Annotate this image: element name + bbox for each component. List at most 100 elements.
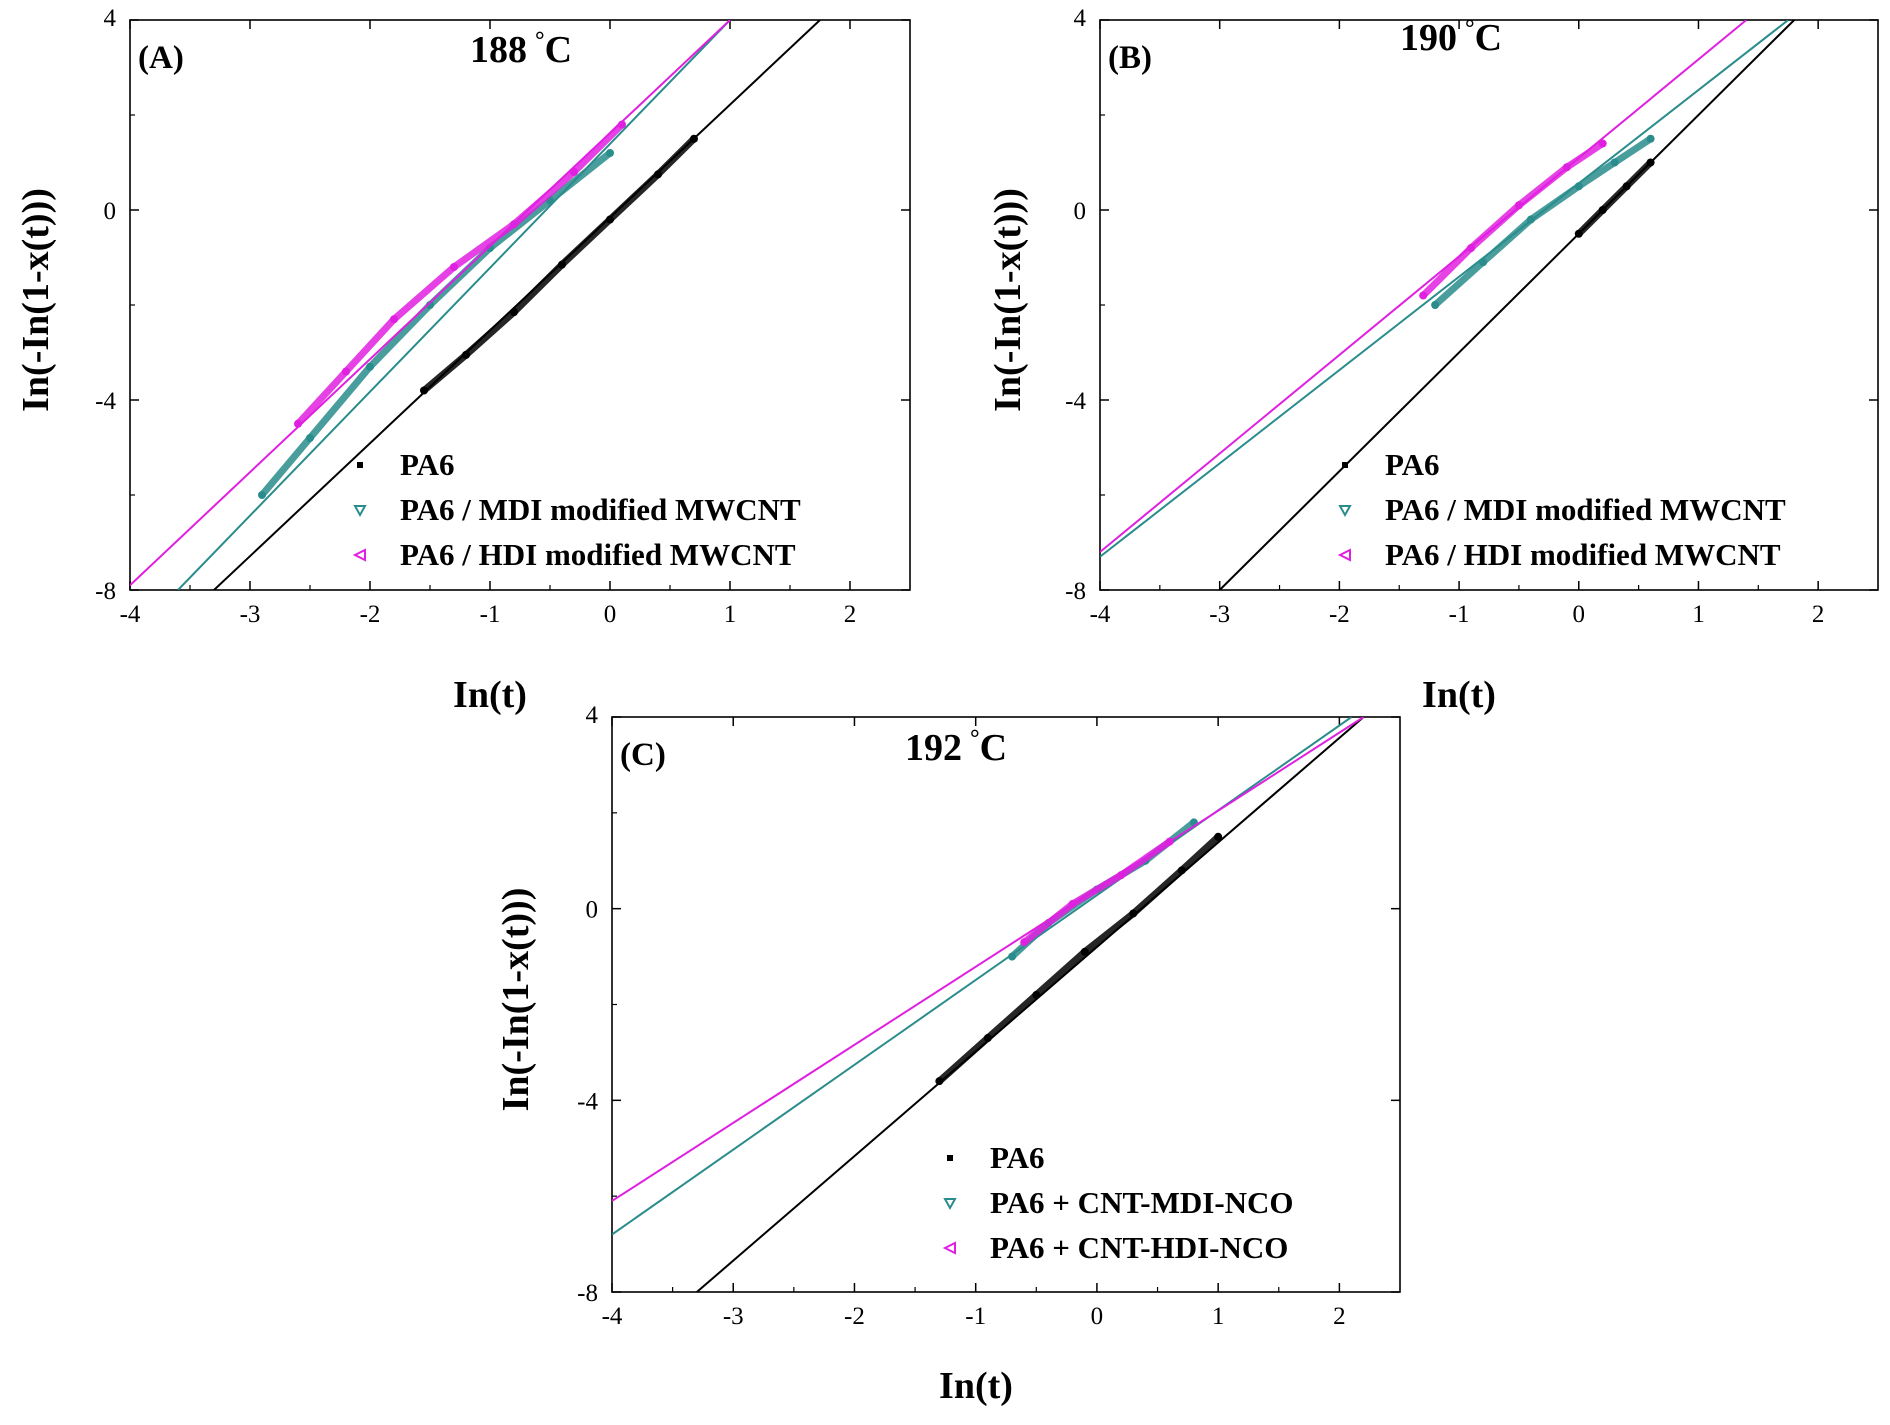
data-point (1177, 866, 1186, 875)
data-layer (612, 717, 1365, 1292)
y-tick-label: -8 (1065, 578, 1086, 605)
x-tick-label: -2 (360, 601, 381, 628)
series-2 (1100, 20, 1747, 553)
x-tick-label: -2 (1329, 601, 1350, 628)
y-axis-title: In(-In(1-x(t))) (495, 888, 537, 1112)
data-point (342, 367, 350, 376)
legend-marker (1337, 548, 1351, 562)
series-0 (696, 717, 1365, 1292)
panel-label: (B) (1108, 40, 1152, 76)
x-tick-label: 0 (604, 601, 617, 628)
legend-marker (943, 1198, 957, 1211)
data-point (1117, 871, 1126, 880)
x-axis-title: In(t) (453, 674, 527, 716)
data-point (258, 491, 266, 499)
data-point (1646, 134, 1655, 143)
data-band (935, 833, 1222, 1085)
data-point (462, 350, 470, 359)
y-tick-label: 0 (104, 198, 117, 225)
legend-label: PA6 + CNT-MDI-NCO (990, 1185, 1294, 1220)
data-point (1526, 215, 1535, 224)
data-point (1467, 244, 1476, 252)
x-tick-label: -1 (965, 1303, 986, 1330)
legend-label: PA6 / MDI modified MWCNT (400, 492, 801, 527)
degree-sign: ° (970, 726, 980, 752)
panel-label: (C) (620, 737, 666, 773)
fit-line (1218, 20, 1795, 590)
legend-marker (942, 1241, 956, 1255)
y-tick-label: 4 (1074, 5, 1087, 32)
fit-line (612, 717, 1365, 1202)
data-band (1431, 135, 1655, 309)
y-tick-label: -4 (577, 1088, 598, 1115)
x-tick-label: -3 (1209, 601, 1230, 628)
y-tick-label: -4 (1065, 388, 1086, 415)
temperature-unit: C (1475, 17, 1502, 59)
panel-label: (A) (138, 40, 184, 76)
legend-marker (352, 548, 366, 562)
temperature-title: 190 °C (1400, 16, 1502, 59)
x-tick-label: 1 (1692, 601, 1705, 628)
x-tick-label: -3 (723, 1303, 744, 1330)
data-point (606, 215, 614, 224)
data-point (570, 168, 578, 176)
chart-panel-1: -4 -3 -2 -1 0 1 2-8-404In(t)In(-In(1-x(t)))(B)… (987, 5, 1879, 716)
data-point (1598, 206, 1607, 214)
data-point (294, 419, 302, 428)
legend-marker (353, 505, 367, 518)
legend-marker (357, 462, 363, 468)
x-tick-label: -1 (1449, 601, 1470, 628)
data-point (306, 434, 314, 442)
data-band (1575, 159, 1655, 238)
x-tick-label: 0 (1091, 1303, 1104, 1330)
data-point (1032, 990, 1041, 999)
y-tick-label: -8 (95, 578, 116, 605)
series-2 (612, 717, 1365, 1202)
legend-label: PA6 / HDI modified MWCNT (1385, 537, 1781, 572)
series-0 (213, 20, 821, 590)
data-point (654, 170, 662, 179)
series-1 (177, 20, 731, 590)
x-tick-label: -1 (480, 601, 501, 628)
x-tick-label: 0 (1573, 601, 1586, 628)
y-tick-label: 0 (1074, 198, 1087, 225)
series-1 (612, 717, 1353, 1236)
chart-panel-0: -4 -3 -2 -1 0 1 2-8-404In(t)In(-In(1-x(t)))(A)… (15, 5, 911, 716)
data-point (510, 220, 518, 229)
fit-line (1100, 20, 1747, 553)
x-tick-label: -2 (844, 1303, 865, 1330)
data-point (510, 308, 518, 317)
legend-marker (1338, 505, 1352, 518)
legend-label: PA6 / HDI modified MWCNT (400, 537, 796, 572)
y-tick-label: -4 (95, 388, 116, 415)
degree-sign: ° (1465, 16, 1475, 42)
data-point (1214, 832, 1223, 841)
legend-label: PA6 (400, 447, 455, 482)
x-axis-title: In(t) (1422, 674, 1496, 716)
data-point (1622, 182, 1631, 191)
data-point (1514, 201, 1523, 210)
chart-panel-2: -4 -3 -2 -1 0 1 2-8-404In(t)In(-In(1-x(t)))(C)… (495, 702, 1401, 1407)
data-point (1574, 229, 1583, 238)
legend-marker (1342, 462, 1348, 468)
data-point (390, 315, 398, 324)
x-tick-label: -4 (120, 601, 141, 628)
data-point (1008, 952, 1017, 961)
data-layer (1100, 20, 1795, 590)
data-point (935, 1077, 944, 1086)
x-axis-title: In(t) (939, 1365, 1013, 1407)
data-point (1646, 158, 1655, 167)
x-tick-label: 1 (1212, 1303, 1225, 1330)
fit-line (1100, 20, 1789, 558)
series-1 (1100, 20, 1789, 558)
data-point (618, 120, 626, 129)
data-point (1574, 182, 1583, 191)
temperature-unit: C (980, 727, 1007, 769)
data-point (1598, 139, 1607, 148)
data-point (1129, 909, 1138, 918)
y-tick-label: 4 (104, 5, 117, 32)
data-point (1020, 938, 1029, 947)
fit-line (177, 20, 731, 590)
temperature-value: 190 (1400, 17, 1457, 59)
